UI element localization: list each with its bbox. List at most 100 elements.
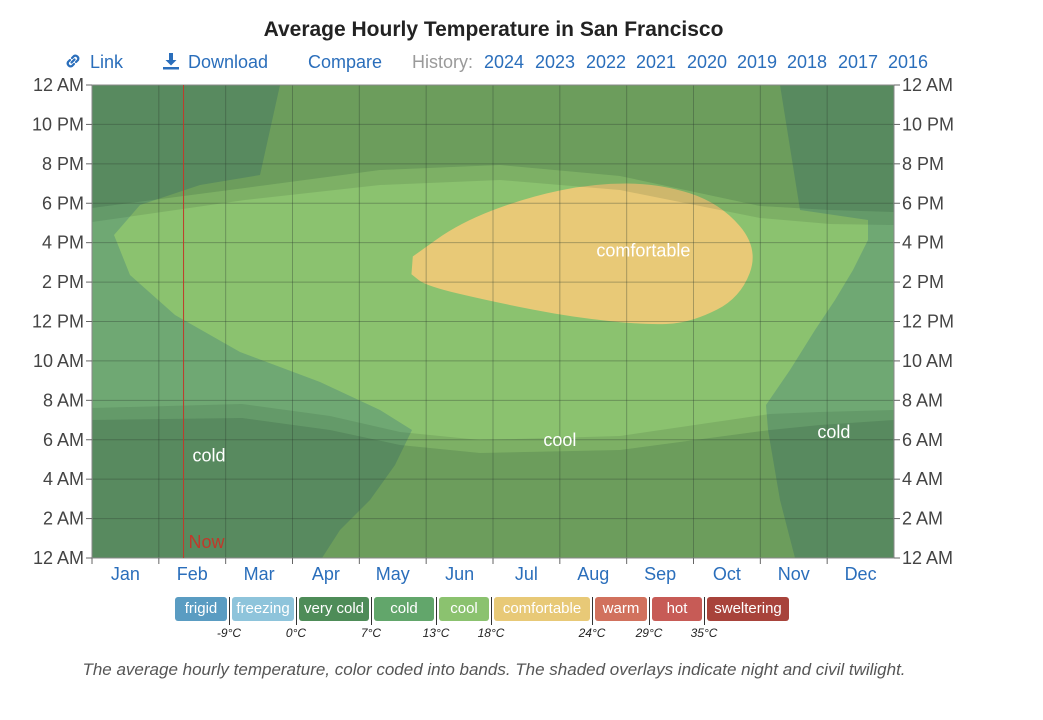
y-tick-label-left: 10 PM (32, 114, 84, 134)
twilight-overlay-morning (92, 404, 894, 453)
month-label: May (376, 564, 410, 584)
month-label: Jul (515, 564, 538, 584)
now-marker-label: Now (189, 532, 226, 552)
legend-threshold: 18°C (477, 626, 505, 640)
y-tick-label-left: 10 AM (33, 351, 84, 371)
history-year-2023[interactable]: 2023 (535, 52, 576, 72)
legend-threshold: 35°C (690, 626, 718, 640)
legend-separator (592, 597, 593, 625)
legend: frigid -9°C freezing 0°C very cold 7°C cold 13°… (175, 597, 815, 641)
y-tick-label-right: 8 AM (902, 390, 943, 410)
month-label: Apr (312, 564, 340, 584)
night-overlay (92, 85, 894, 212)
y-axis-left: 12 AM 10 PM 8 PM 6 PM 4 PM 2 PM 12 PM 10 AM 8 AM… (32, 75, 92, 568)
y-tick-label-right: 8 PM (902, 154, 944, 174)
history-label: History: (412, 52, 474, 72)
legend-item-freezing: freezing (232, 597, 294, 621)
night-overlay-morning (92, 418, 894, 558)
legend-item-cool: cool (439, 597, 489, 621)
legend-item-sweltering: sweltering (707, 597, 789, 621)
y-tick-label-left: 6 AM (43, 430, 84, 450)
y-tick-label-left: 8 PM (42, 154, 84, 174)
band-label-cold-late: cold (817, 422, 850, 442)
download-label: Download (188, 52, 269, 72)
y-tick-label-right: 12 AM (902, 75, 953, 95)
history-year-2018[interactable]: 2018 (787, 52, 828, 72)
link-label: Link (90, 52, 124, 72)
grid-lines (92, 85, 894, 558)
download-icon (163, 53, 179, 70)
band-comfortable (411, 183, 753, 325)
y-tick-label-right: 12 AM (902, 548, 953, 568)
y-tick-label-left: 2 AM (43, 509, 84, 529)
legend-separator (649, 597, 650, 625)
legend-separator (704, 597, 705, 625)
legend-separator (491, 597, 492, 625)
month-label: Jun (445, 564, 474, 584)
y-tick-label-left: 6 PM (42, 193, 84, 213)
y-tick-label-left: 12 AM (33, 548, 84, 568)
legend-item-cold: cold (374, 597, 434, 621)
band-cold-early (92, 85, 412, 558)
legend-separator (371, 597, 372, 625)
month-label: Aug (577, 564, 609, 584)
y-tick-label-left: 12 PM (32, 312, 84, 332)
legend-item-warm: warm (595, 597, 647, 621)
y-tick-label-right: 6 AM (902, 430, 943, 450)
twilight-overlay-evening (92, 165, 894, 225)
month-label: Jan (111, 564, 140, 584)
y-tick-label-left: 8 AM (43, 390, 84, 410)
y-tick-label-right: 10 AM (902, 351, 953, 371)
legend-separator (436, 597, 437, 625)
band-label-comfortable: comfortable (596, 241, 690, 261)
legend-threshold: 13°C (422, 626, 450, 640)
y-tick-label-right: 4 PM (902, 233, 944, 253)
y-tick-label-left: 4 AM (43, 469, 84, 489)
month-label: Sep (644, 564, 676, 584)
y-tick-label-left: 4 PM (42, 233, 84, 253)
history-year-2024[interactable]: 2024 (484, 52, 525, 72)
legend-item-hot: hot (652, 597, 702, 621)
month-label: Mar (244, 564, 275, 584)
history-year-2016[interactable]: 2016 (888, 52, 929, 72)
month-label: Oct (713, 564, 741, 584)
legend-threshold: 24°C (578, 626, 606, 640)
y-tick-label-right: 4 AM (902, 469, 943, 489)
month-label: Feb (177, 564, 208, 584)
history-year-2021[interactable]: 2021 (636, 52, 677, 72)
legend-threshold: 7°C (360, 626, 382, 640)
y-tick-label-right: 2 AM (902, 509, 943, 529)
y-tick-label-right: 12 PM (902, 312, 954, 332)
download-button[interactable]: Download (162, 52, 268, 73)
history-year-2019[interactable]: 2019 (737, 52, 778, 72)
band-label-cold: cold (192, 446, 225, 466)
link-icon (66, 54, 80, 68)
plot-area (92, 85, 894, 558)
band-cold-late (766, 85, 894, 558)
chart-toolbar: Link Download Compare History: 2024 2023… (62, 52, 962, 74)
month-label: Nov (778, 564, 810, 584)
chart-caption: The average hourly temperature, color co… (82, 660, 906, 679)
legend-threshold: -9°C (216, 626, 242, 640)
y-axis-right: 12 AM 10 PM 8 PM 6 PM 4 PM 2 PM 12 PM 10 AM 8 AM… (894, 75, 954, 568)
y-tick-label-left: 12 AM (33, 75, 84, 95)
month-label: Dec (845, 564, 877, 584)
y-tick-label-right: 6 PM (902, 193, 944, 213)
y-tick-label-right: 2 PM (902, 272, 944, 292)
legend-separator (229, 597, 230, 625)
band-labels: cold cool comfortable cold (192, 241, 850, 466)
compare-button[interactable]: Compare (308, 52, 383, 72)
history-year-2022[interactable]: 2022 (586, 52, 627, 72)
link-button[interactable]: Link (64, 52, 123, 73)
history-year-2017[interactable]: 2017 (838, 52, 879, 72)
x-axis: Jan Feb Mar Apr May Jun Jul Aug Sep Oct Nov Dec (91, 558, 877, 584)
y-tick-label-left: 2 PM (42, 272, 84, 292)
history-year-2020[interactable]: 2020 (687, 52, 728, 72)
legend-item-comfortable: comfortable (494, 597, 590, 621)
y-tick-label-right: 10 PM (902, 114, 954, 134)
legend-item-very-cold: very cold (299, 597, 369, 621)
legend-threshold: 0°C (285, 626, 307, 640)
heatmap-chart: Now cold cool comfortable cold 12 AM 10 PM 8 … (32, 75, 954, 584)
legend-item-frigid: frigid (175, 597, 227, 621)
legend-separator (296, 597, 297, 625)
